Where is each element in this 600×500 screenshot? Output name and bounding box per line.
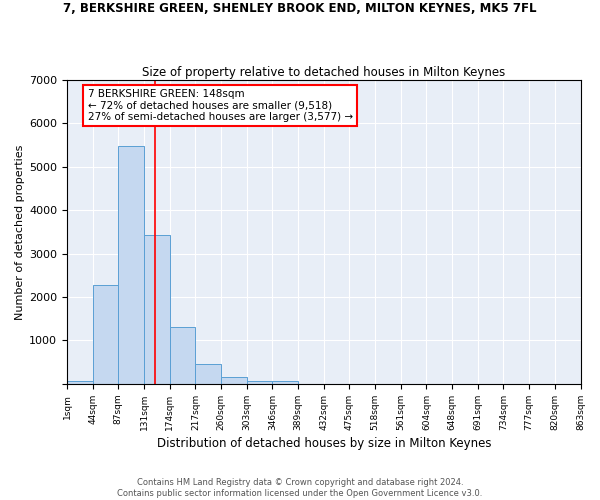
Text: 7, BERKSHIRE GREEN, SHENLEY BROOK END, MILTON KEYNES, MK5 7FL: 7, BERKSHIRE GREEN, SHENLEY BROOK END, M…	[63, 2, 537, 16]
Title: Size of property relative to detached houses in Milton Keynes: Size of property relative to detached ho…	[142, 66, 505, 78]
Bar	[221, 377, 247, 384]
Bar	[247, 380, 272, 384]
X-axis label: Distribution of detached houses by size in Milton Keynes: Distribution of detached houses by size …	[157, 437, 491, 450]
Text: 7 BERKSHIRE GREEN: 148sqm
← 72% of detached houses are smaller (9,518)
27% of se: 7 BERKSHIRE GREEN: 148sqm ← 72% of detac…	[88, 89, 353, 122]
Y-axis label: Number of detached properties: Number of detached properties	[15, 144, 25, 320]
Bar	[144, 236, 170, 384]
Bar	[196, 364, 221, 384]
Text: Contains HM Land Registry data © Crown copyright and database right 2024.
Contai: Contains HM Land Registry data © Crown c…	[118, 478, 482, 498]
Bar	[272, 380, 298, 384]
Bar	[170, 328, 196, 384]
Bar	[67, 380, 92, 384]
Bar	[92, 285, 118, 384]
Bar	[118, 146, 144, 384]
